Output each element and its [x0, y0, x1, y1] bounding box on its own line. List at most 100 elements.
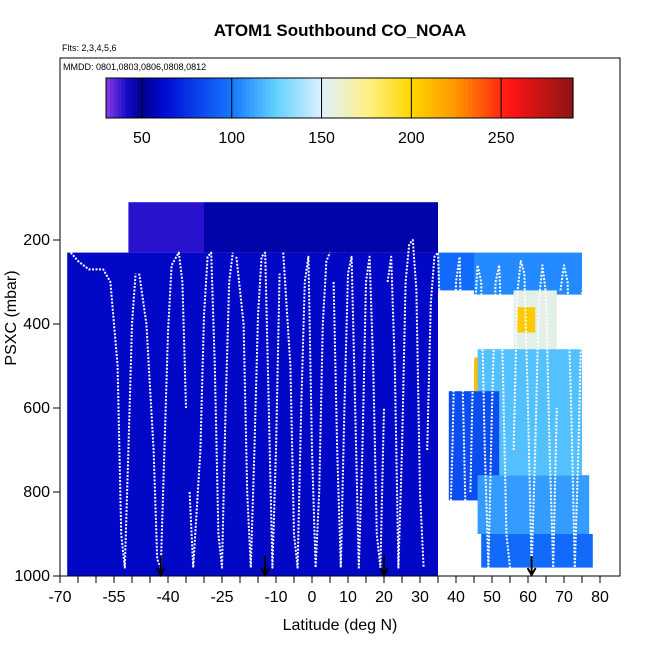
colorbar-swatch — [257, 78, 263, 118]
colorbar-swatch — [211, 78, 216, 118]
x-tick-label: 0 — [308, 589, 317, 606]
flight-track — [70, 251, 137, 569]
colorbar-swatch — [230, 78, 236, 118]
colorbar-swatch — [522, 78, 527, 118]
colorbar-swatch — [393, 78, 399, 118]
flight-track — [559, 264, 598, 569]
colorbar-swatch — [253, 78, 259, 118]
colorbar-swatch — [273, 78, 278, 118]
chart-title: ATOM1 Southbound CO_NOAA — [214, 21, 466, 40]
colorbar-swatch — [534, 78, 539, 118]
colorbar-swatch — [530, 78, 535, 118]
colorbar-swatch — [320, 78, 325, 118]
colorbar-swatch — [483, 78, 488, 118]
colorbar-swatch — [405, 78, 411, 118]
x-tick-label: 40 — [447, 589, 465, 606]
launch-arrow — [155, 556, 166, 578]
colorbar-swatch — [125, 78, 130, 118]
colorbar-swatch — [386, 78, 391, 118]
colorbar-swatch — [113, 78, 119, 118]
colorbar-swatch — [421, 78, 426, 118]
colorbar-swatch — [456, 78, 461, 118]
x-tick-label: 30 — [411, 589, 429, 606]
colorbar-swatch — [265, 78, 271, 118]
colorbar-swatch — [510, 78, 516, 118]
colorbar-swatch — [487, 78, 492, 118]
heatmap-cell — [481, 534, 593, 568]
colorbar-swatch — [261, 78, 267, 118]
colorbar-swatch — [417, 78, 422, 118]
colorbar-swatch — [526, 78, 531, 118]
colorbar-swatch — [183, 78, 189, 118]
colorbar-swatch — [545, 78, 551, 118]
colorbar-swatch — [148, 78, 154, 118]
colorbar-tick-label: 50 — [133, 130, 151, 147]
colorbar-swatch — [222, 78, 228, 118]
colorbar-swatch — [366, 78, 372, 118]
colorbar-swatch — [195, 78, 200, 118]
colorbar-swatch — [491, 78, 496, 118]
colorbar-swatch — [502, 78, 508, 118]
colorbar-swatch — [214, 78, 220, 118]
colorbar-swatch — [355, 78, 360, 118]
x-tick-label: 50 — [483, 589, 501, 606]
colorbar-swatch — [401, 78, 407, 118]
colorbar-swatch — [207, 78, 212, 118]
flight-track — [282, 252, 331, 569]
colorbar-swatch — [327, 78, 333, 118]
y-tick-label: 1000 — [14, 568, 50, 585]
colorbar-swatch — [506, 78, 512, 118]
colorbar-swatch — [429, 78, 434, 118]
colorbar-tick-label: 150 — [308, 130, 335, 147]
colorbar-swatch — [397, 78, 403, 118]
flight-track — [469, 264, 511, 569]
heatmap-cell — [474, 252, 582, 295]
y-tick-label: 600 — [23, 400, 50, 417]
colorbar-swatch — [164, 78, 169, 118]
colorbar-swatch — [288, 78, 294, 118]
colorbar-swatch — [292, 78, 298, 118]
colorbar-swatch — [569, 78, 574, 118]
x-tick-label: 10 — [339, 589, 357, 606]
colorbar-swatch — [129, 78, 134, 118]
colorbar-swatch — [277, 78, 282, 118]
x-tick-label: -70 — [48, 589, 71, 606]
colorbar-swatch — [475, 78, 481, 118]
y-tick-label: 400 — [23, 316, 50, 333]
colorbar-swatch — [370, 78, 376, 118]
launch-arrow — [260, 556, 271, 578]
colorbar-swatch — [413, 78, 418, 118]
colorbar-swatch — [191, 78, 197, 118]
colorbar-swatch — [187, 78, 193, 118]
x-tick-label: -10 — [264, 589, 287, 606]
colorbar-swatch — [335, 78, 341, 118]
colorbar-swatch — [362, 78, 368, 118]
x-tick-label: -55 — [102, 589, 125, 606]
colorbar-swatch — [106, 78, 111, 118]
colorbar-swatch — [137, 78, 142, 118]
flight-track — [235, 251, 281, 569]
colorbar-swatch — [436, 78, 442, 118]
colorbar-swatch — [518, 78, 524, 118]
colorbar-swatch — [565, 78, 570, 118]
colorbar-swatch — [331, 78, 337, 118]
colorbar-swatch — [374, 78, 380, 118]
colorbar-swatch — [234, 78, 239, 118]
colorbar-swatch — [168, 78, 173, 118]
colorbar-swatch — [425, 78, 430, 118]
colorbar-tick-label: 250 — [488, 130, 515, 147]
colorbar-swatch — [514, 78, 520, 118]
colorbar-swatch — [537, 78, 543, 118]
heatmap-cells — [67, 202, 593, 576]
colorbar-swatch — [246, 78, 251, 118]
colorbar-swatch — [495, 78, 500, 118]
colorbar-swatch — [242, 78, 247, 118]
flight-track — [138, 251, 187, 569]
colorbar-swatch — [557, 78, 562, 118]
colorbar-swatch — [549, 78, 555, 118]
colorbar-swatch — [343, 78, 348, 118]
colorbar-swatch — [141, 78, 146, 118]
colorbar-swatch — [464, 78, 469, 118]
launch-arrows — [155, 556, 537, 578]
